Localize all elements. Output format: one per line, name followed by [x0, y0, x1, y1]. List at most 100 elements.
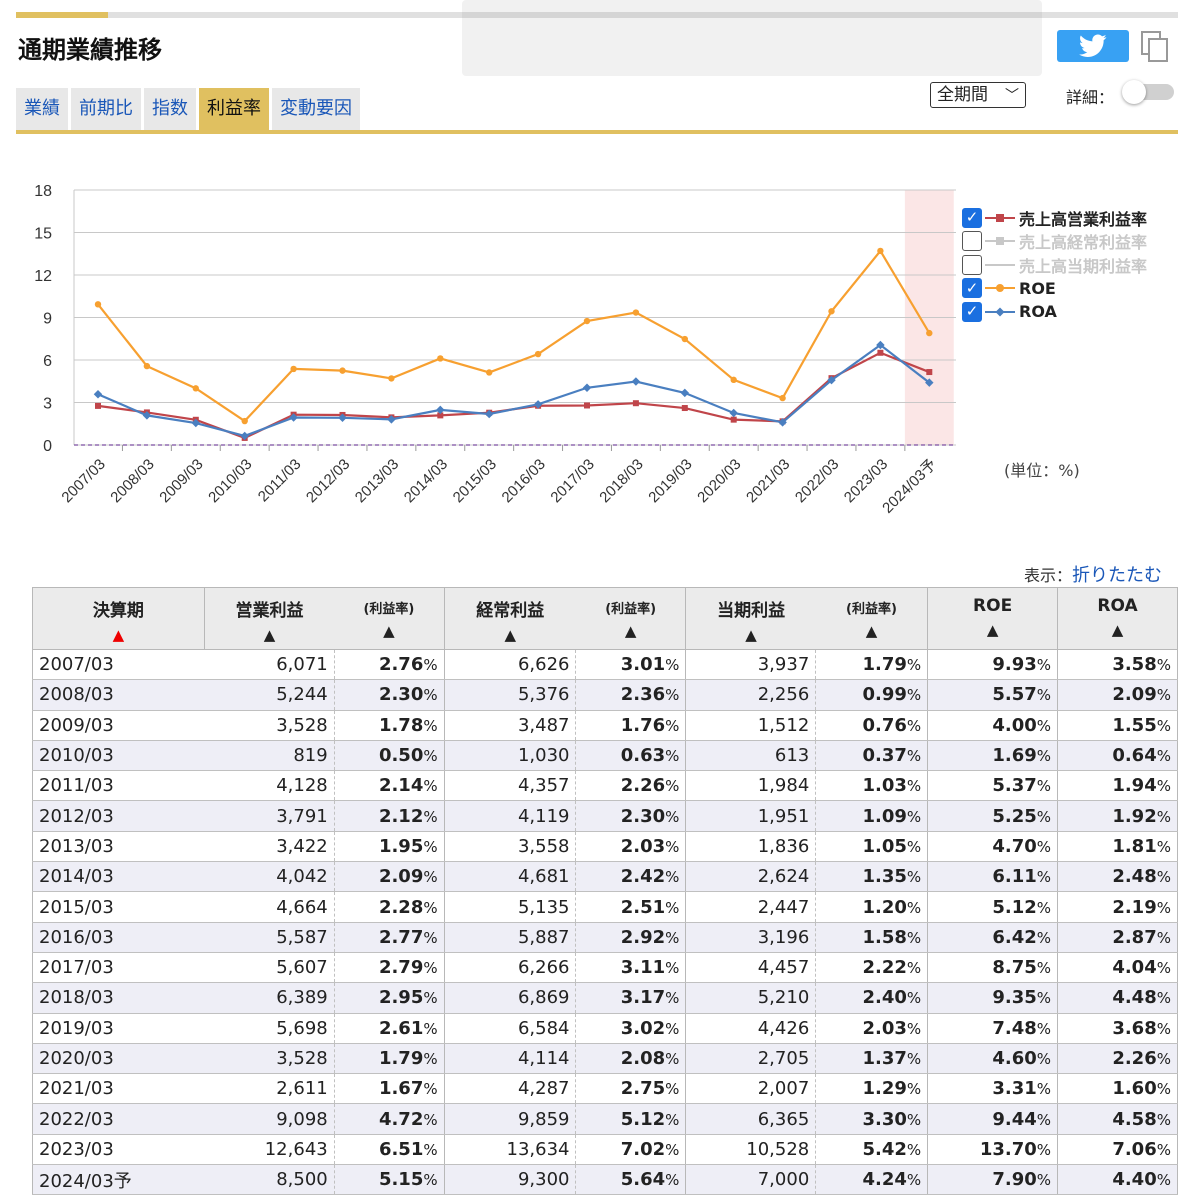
cell-value: 2.03 — [862, 1017, 907, 1039]
table-row: 2022/03 9,098 4.72% 9,859 5.12% 6,365 3.30% 9.4… — [32, 1103, 1178, 1135]
cell-roa: 2.48% — [1057, 861, 1178, 893]
period-select[interactable]: 全期間 ﹀ — [930, 82, 1026, 108]
data-point — [681, 335, 688, 343]
table-row: 2019/03 5,698 2.61% 6,584 3.02% 4,426 2.03% 7.4… — [32, 1013, 1178, 1044]
data-point — [876, 340, 885, 350]
cell-period: 2018/03 — [32, 982, 205, 1014]
cell-ordinary: 4,114 — [444, 1043, 577, 1075]
legend-checkbox[interactable] — [962, 231, 982, 252]
cell-value: 2015/03 — [39, 896, 114, 918]
cell-value: 7.02 — [620, 1138, 666, 1160]
display-label: 表示： — [1024, 566, 1073, 585]
cell-value: 2.87 — [1112, 926, 1157, 948]
col-ordinary-rate[interactable]: (利益率) ▲ — [575, 587, 687, 650]
percent-sign: % — [423, 686, 438, 705]
col-net-rate[interactable]: (利益率) ▲ — [815, 587, 929, 650]
col-ordinary[interactable]: 経常利益 ▲ — [443, 587, 576, 650]
sort-icon: ▲ — [624, 622, 637, 640]
cell-value: 0.63 — [620, 745, 666, 767]
cell-value: 2021/03 — [39, 1078, 114, 1100]
cell-ordinary-rate: 2.36% — [575, 679, 687, 711]
tab-yoy[interactable]: 前期比 — [71, 88, 141, 130]
percent-sign: % — [423, 1140, 438, 1159]
cell-period: 2008/03 — [32, 679, 205, 711]
cell-net-rate: 2.03% — [815, 1013, 929, 1044]
table-row: 2012/03 3,791 2.12% 4,119 2.30% 1,951 1.09% 5.2… — [32, 800, 1178, 832]
cell-operating: 4,042 — [204, 861, 335, 893]
percent-sign: % — [1156, 747, 1171, 766]
cell-value: 2.14 — [378, 775, 424, 797]
sort-icon: ▲ — [263, 626, 276, 644]
cell-value: 5,698 — [276, 1017, 328, 1039]
cell-value: 3,196 — [757, 926, 810, 948]
cell-period: 2020/03 — [32, 1043, 205, 1075]
percent-sign: % — [1036, 777, 1052, 796]
cell-value: 2,007 — [757, 1078, 810, 1100]
x-tick-label: 2020/03 — [694, 456, 744, 506]
legend-checkbox[interactable] — [962, 207, 982, 228]
percent-sign: % — [1036, 837, 1052, 856]
cell-ordinary: 6,626 — [444, 649, 577, 681]
data-point — [730, 376, 737, 384]
copy-icon[interactable] — [1140, 30, 1170, 64]
detail-toggle[interactable] — [1122, 80, 1180, 104]
chevron-down-icon: ﹀ — [1005, 88, 1019, 104]
col-roe[interactable]: ROE ▲ — [927, 587, 1059, 650]
data-point — [338, 413, 347, 423]
legend-item[interactable]: 売上高当期利益率 — [962, 253, 1147, 277]
tab-index[interactable]: 指数 — [144, 88, 196, 130]
percent-sign: % — [906, 1110, 922, 1129]
cell-roe: 7.48% — [927, 1013, 1059, 1044]
cell-net: 2,705 — [685, 1043, 817, 1075]
legend-item[interactable]: ROA — [962, 300, 1147, 324]
tab-results[interactable]: 業績 — [16, 88, 68, 130]
legend-item[interactable]: 売上高経常利益率 — [962, 230, 1147, 254]
col-operating[interactable]: 営業利益 ▲ — [203, 587, 335, 650]
tab-margin[interactable]: 利益率 — [199, 88, 269, 130]
tab-factors[interactable]: 変動要因 — [272, 88, 360, 130]
cell-operating: 5,698 — [204, 1013, 335, 1044]
cell-period: 2007/03 — [32, 649, 205, 681]
col-roa[interactable]: ROA ▲ — [1057, 587, 1178, 650]
data-point — [926, 369, 933, 376]
cell-value: 2.77 — [378, 926, 424, 948]
cell-operating-rate: 2.61% — [334, 1013, 445, 1044]
cell-value: 4,426 — [757, 1017, 810, 1039]
legend-item[interactable]: 売上高営業利益率 — [962, 206, 1147, 230]
percent-sign: % — [906, 837, 922, 856]
cell-ordinary-rate: 5.64% — [575, 1164, 687, 1196]
data-point — [95, 402, 101, 409]
cell-value: 2009/03 — [39, 714, 114, 736]
col-period[interactable]: 決算期 ▲ — [32, 587, 205, 650]
top-progress-bar — [16, 12, 1178, 18]
y-tick-label: 18 — [34, 183, 52, 200]
cell-operating: 3,528 — [204, 710, 335, 741]
cell-operating-rate: 2.77% — [334, 922, 445, 953]
cell-net: 3,937 — [685, 649, 817, 681]
table-row: 2016/03 5,587 2.77% 5,887 2.92% 3,196 1.58% 6.4… — [32, 922, 1178, 953]
cell-roa: 1.81% — [1057, 831, 1178, 863]
cell-operating-rate: 1.79% — [334, 1043, 445, 1075]
legend-checkbox[interactable] — [962, 278, 982, 299]
cell-value: 2.51 — [620, 896, 666, 918]
col-net[interactable]: 当期利益 ▲ — [685, 587, 816, 650]
cell-operating-rate: 4.72% — [334, 1103, 445, 1135]
legend-item[interactable]: ROE — [962, 277, 1147, 301]
percent-sign: % — [1156, 716, 1171, 735]
cell-period: 2009/03 — [32, 710, 205, 741]
col-roa-label: ROA — [1097, 596, 1138, 616]
cell-roe: 6.11% — [927, 861, 1059, 893]
collapse-link[interactable]: 折りたたむ — [1072, 565, 1163, 586]
cell-roa: 4.04% — [1057, 952, 1178, 984]
legend-checkbox[interactable] — [962, 301, 982, 322]
table-row: 2020/03 3,528 1.79% 4,114 2.08% 2,705 1.37% 4.6… — [32, 1043, 1178, 1075]
legend-checkbox[interactable] — [962, 254, 982, 275]
cell-roa: 1.60% — [1057, 1073, 1178, 1105]
cell-ordinary-rate: 2.26% — [575, 770, 687, 802]
tweet-button[interactable] — [1057, 30, 1129, 62]
col-operating-rate[interactable]: (利益率) ▲ — [334, 587, 445, 650]
cell-value: 7.90 — [992, 1169, 1037, 1191]
percent-sign: % — [1036, 1140, 1052, 1159]
x-tick-label: 2015/03 — [450, 456, 500, 506]
